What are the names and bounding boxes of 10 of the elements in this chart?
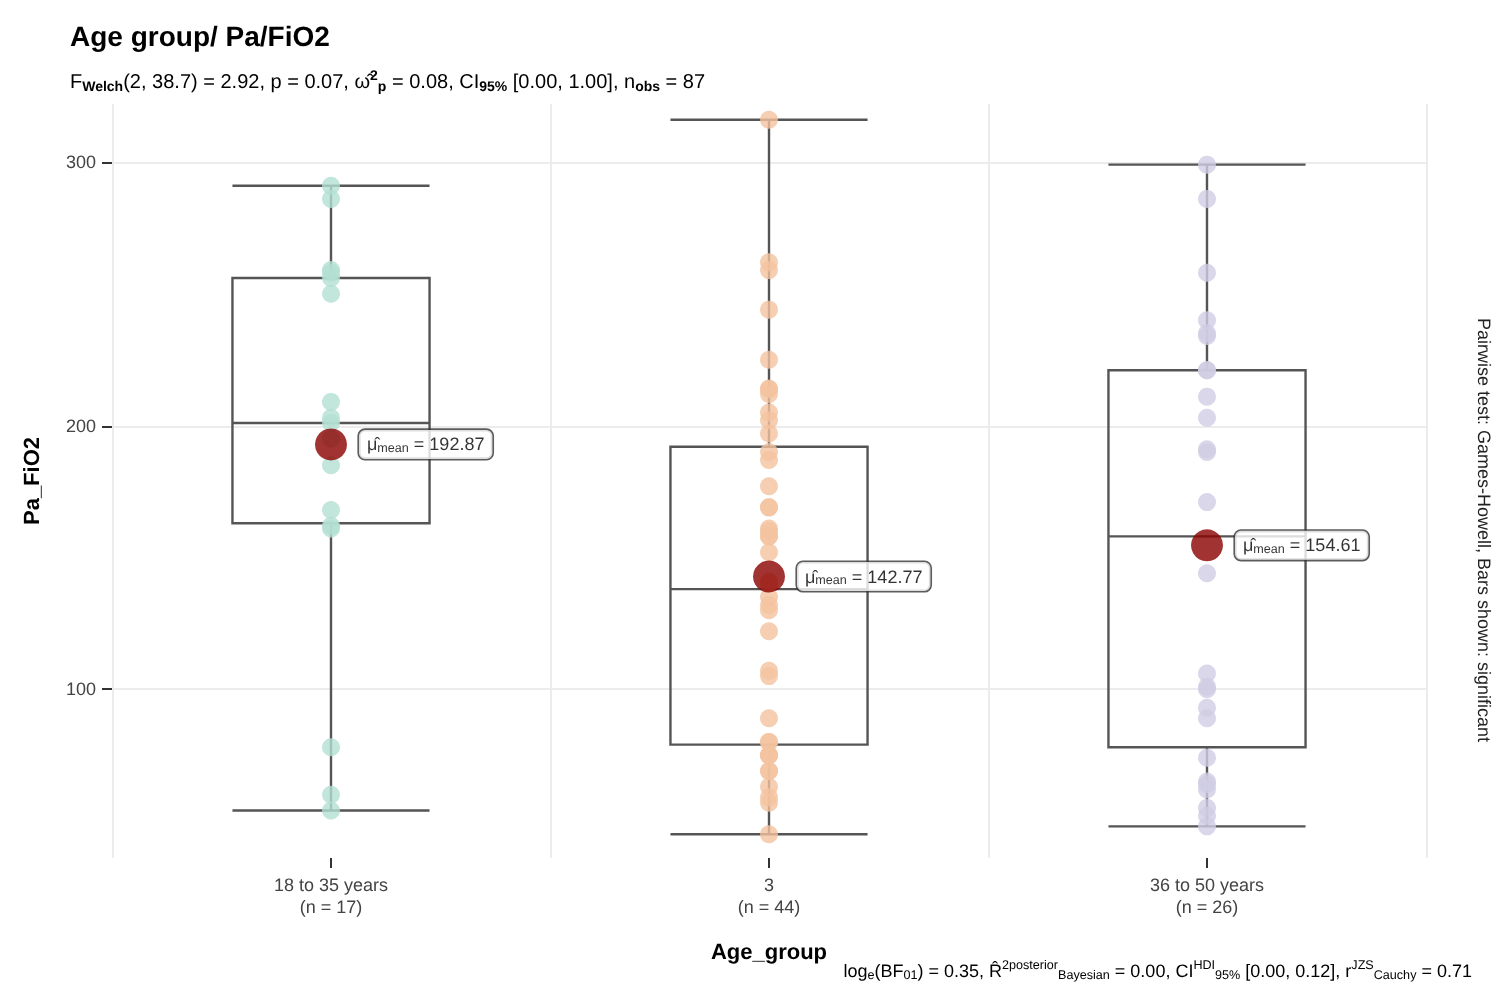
text: Pairwise test: Games-Howell, Bars shown: significant: [1474, 317, 1494, 744]
x-axis-title: Age_group: [710, 941, 828, 965]
y-tick-label: 300: [65, 152, 96, 172]
y-tick-label: 200: [65, 415, 96, 436]
y-tick-label: 100: [65, 679, 96, 700]
x-tick-label: 36 to 50 years (n = 26): [1149, 875, 1266, 917]
x-tick-label: 18 to 35 years (n = 17): [273, 875, 390, 917]
x-tick-label: 3 (n = 44): [737, 875, 801, 917]
y-axis-title: Pa_FiO2: [21, 436, 45, 526]
chart-title: Age group/ Pa/FiO2: [70, 20, 331, 52]
